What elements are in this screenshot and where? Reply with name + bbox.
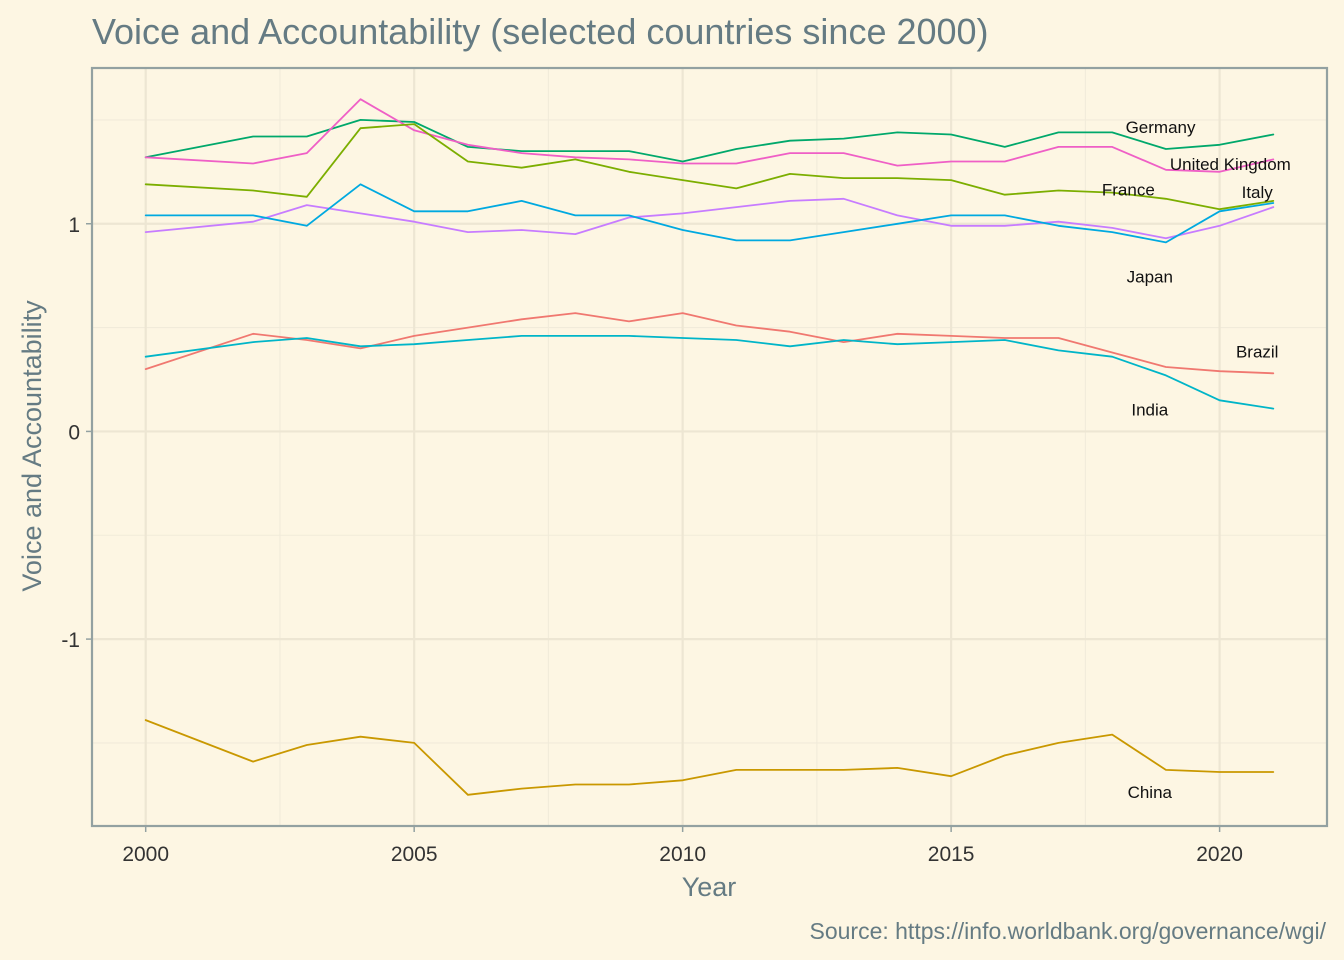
- series-label-china: China: [1128, 783, 1173, 802]
- plot-panel-border: [90, 66, 1329, 828]
- y-tick-label: -1: [61, 629, 80, 652]
- x-tick-label: 2020: [1196, 843, 1243, 866]
- series-line-japan: [144, 183, 1275, 244]
- x-axis-title: Year: [682, 872, 737, 902]
- y-tick-label: 1: [68, 214, 80, 237]
- series-line-germany: [144, 119, 1275, 163]
- series-label-italy: Italy: [1242, 183, 1274, 202]
- chart-title: Voice and Accountability (selected count…: [92, 11, 989, 52]
- x-tick-label: 2000: [122, 843, 169, 866]
- series-line-france: [144, 123, 1275, 211]
- series-line-india: [144, 334, 1275, 410]
- series-labels: Germany United Kingdom France Italy Japan Bra…: [1102, 118, 1291, 802]
- series-line-brazil: [144, 312, 1275, 375]
- series-line-italy: [144, 197, 1275, 240]
- series-label-japan: Japan: [1127, 267, 1173, 286]
- series-label-brazil: Brazil: [1236, 342, 1279, 361]
- series-lines: [144, 98, 1275, 796]
- series-line-china: [144, 719, 1275, 796]
- x-tick-label: 2005: [391, 843, 438, 866]
- y-tick-label: 0: [68, 421, 80, 444]
- y-axis-title: Voice and Accountability: [17, 300, 47, 592]
- source-caption: Source: https://info.worldbank.org/gover…: [809, 918, 1326, 944]
- series-label-india: India: [1131, 400, 1168, 419]
- axis-ticks: 2000 2005 2010 2015 2020 -1 0 1: [61, 214, 1243, 866]
- series-line-united-kingdom: [144, 98, 1275, 173]
- grid-lines: [92, 68, 1327, 826]
- series-label-germany: Germany: [1126, 118, 1196, 137]
- x-tick-label: 2010: [659, 843, 706, 866]
- x-tick-label: 2015: [928, 843, 975, 866]
- series-label-france: France: [1102, 181, 1155, 200]
- series-label-united-kingdom: United Kingdom: [1170, 155, 1291, 174]
